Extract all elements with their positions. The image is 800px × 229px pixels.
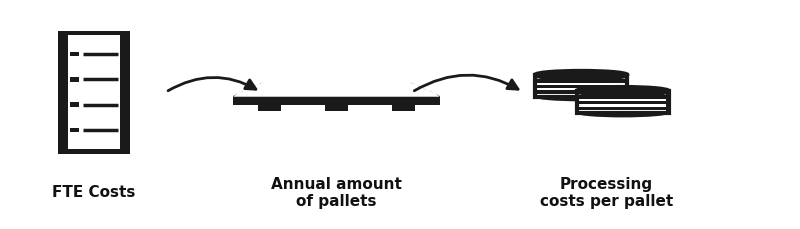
Bar xyxy=(579,104,666,106)
Polygon shape xyxy=(246,87,427,91)
Text: Processing
costs per pallet: Processing costs per pallet xyxy=(540,177,673,209)
Polygon shape xyxy=(239,89,434,94)
Polygon shape xyxy=(233,96,440,105)
Ellipse shape xyxy=(535,93,627,101)
Polygon shape xyxy=(233,82,440,96)
Bar xyxy=(577,91,669,113)
Bar xyxy=(70,128,79,132)
Polygon shape xyxy=(233,92,440,97)
Bar xyxy=(538,94,625,96)
Bar xyxy=(58,31,130,154)
Bar xyxy=(579,110,666,112)
Ellipse shape xyxy=(577,87,669,95)
Bar xyxy=(579,93,666,95)
Bar xyxy=(535,75,627,97)
Bar xyxy=(392,105,415,112)
Ellipse shape xyxy=(535,71,627,79)
Polygon shape xyxy=(258,81,415,85)
Bar xyxy=(577,91,669,113)
Bar xyxy=(70,52,79,57)
Bar xyxy=(538,77,625,79)
Polygon shape xyxy=(252,84,421,88)
Bar xyxy=(579,99,666,101)
Bar xyxy=(70,77,79,82)
Bar xyxy=(538,88,625,90)
Bar xyxy=(535,75,627,97)
Bar xyxy=(325,105,348,112)
Bar xyxy=(258,105,281,112)
Text: FTE Costs: FTE Costs xyxy=(53,185,136,200)
Bar xyxy=(538,83,625,85)
Bar xyxy=(68,35,120,149)
Ellipse shape xyxy=(577,109,669,117)
Text: Annual amount
of pallets: Annual amount of pallets xyxy=(271,177,402,209)
Bar xyxy=(70,103,79,107)
